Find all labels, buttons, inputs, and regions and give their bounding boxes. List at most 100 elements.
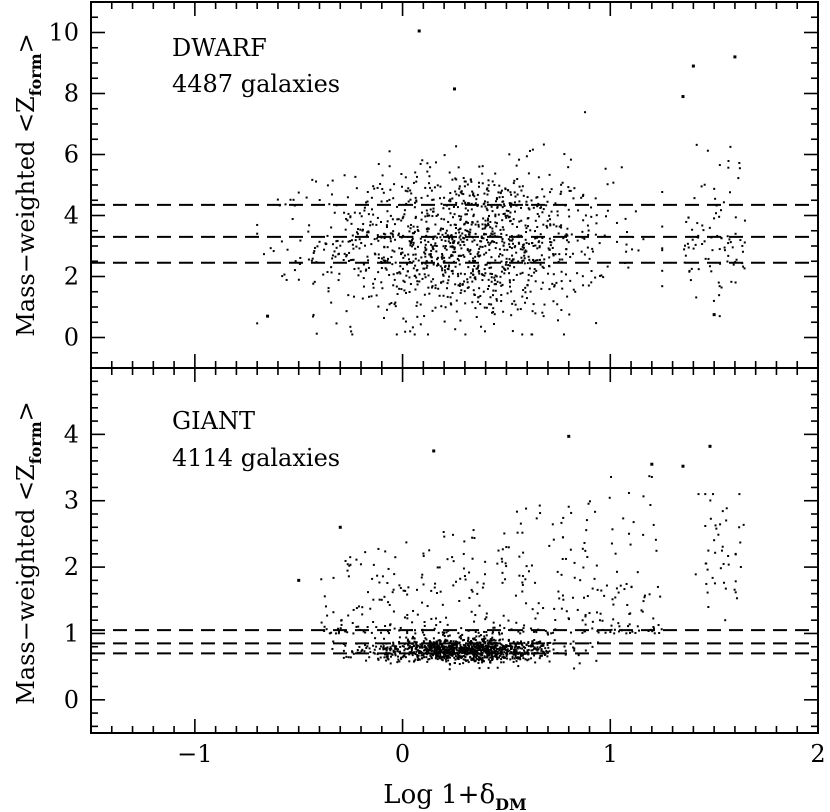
data-point bbox=[715, 527, 718, 530]
data-point bbox=[326, 234, 329, 237]
data-point bbox=[466, 249, 469, 252]
data-point bbox=[567, 505, 570, 508]
data-point bbox=[557, 232, 560, 235]
data-point bbox=[440, 305, 443, 308]
data-point bbox=[375, 237, 378, 240]
data-point bbox=[497, 549, 500, 552]
data-point bbox=[561, 558, 564, 561]
data-point bbox=[411, 326, 414, 329]
data-point bbox=[734, 232, 737, 235]
data-point bbox=[510, 260, 513, 263]
data-point bbox=[499, 624, 502, 627]
data-point bbox=[443, 635, 446, 638]
data-point bbox=[443, 260, 446, 263]
data-point bbox=[412, 652, 415, 655]
data-point bbox=[502, 200, 505, 203]
data-point bbox=[478, 635, 481, 638]
data-point bbox=[474, 307, 477, 310]
data-point bbox=[629, 543, 632, 546]
data-point bbox=[498, 648, 501, 651]
data-point bbox=[464, 655, 467, 658]
data-point bbox=[532, 303, 535, 306]
data-point bbox=[462, 254, 465, 257]
data-point bbox=[516, 225, 519, 228]
data-point bbox=[471, 301, 474, 304]
data-point bbox=[424, 186, 427, 189]
data-point bbox=[408, 230, 411, 233]
data-point bbox=[293, 269, 296, 272]
data-point bbox=[625, 632, 628, 635]
data-point bbox=[560, 573, 563, 576]
data-point bbox=[501, 656, 504, 659]
data-point bbox=[407, 253, 410, 256]
data-point bbox=[451, 216, 454, 219]
data-point bbox=[398, 287, 401, 290]
data-point bbox=[459, 577, 462, 580]
data-point bbox=[431, 309, 434, 312]
data-point bbox=[479, 647, 482, 650]
data-point bbox=[452, 251, 455, 254]
data-point bbox=[453, 239, 456, 242]
data-point bbox=[500, 189, 503, 192]
data-point bbox=[325, 628, 328, 631]
data-point bbox=[422, 649, 425, 652]
data-point bbox=[401, 656, 404, 659]
data-point bbox=[434, 645, 437, 648]
data-point bbox=[526, 651, 529, 654]
data-point bbox=[546, 642, 549, 645]
data-point bbox=[722, 201, 725, 204]
data-point bbox=[518, 645, 521, 648]
data-point bbox=[561, 594, 564, 597]
data-point bbox=[444, 651, 447, 654]
data-point bbox=[520, 219, 523, 222]
data-point bbox=[434, 284, 437, 287]
data-point bbox=[376, 574, 379, 577]
data-point bbox=[401, 185, 404, 188]
data-point bbox=[384, 653, 387, 656]
data-point bbox=[478, 272, 481, 275]
data-point bbox=[660, 628, 663, 631]
data-point bbox=[636, 571, 639, 574]
data-point bbox=[484, 245, 487, 248]
data-point bbox=[525, 297, 528, 300]
data-point bbox=[402, 215, 405, 218]
data-point bbox=[425, 638, 428, 641]
data-point bbox=[371, 577, 374, 580]
data-point bbox=[349, 656, 352, 659]
data-point bbox=[585, 519, 588, 522]
data-point bbox=[484, 272, 487, 275]
data-point bbox=[610, 624, 613, 627]
data-point bbox=[582, 284, 585, 287]
data-point bbox=[516, 531, 519, 534]
data-point bbox=[445, 248, 448, 251]
data-point bbox=[547, 646, 550, 649]
data-point bbox=[506, 248, 509, 251]
data-point bbox=[484, 641, 487, 644]
data-point bbox=[429, 254, 432, 257]
data-point bbox=[690, 267, 693, 270]
data-point bbox=[561, 181, 564, 184]
data-point bbox=[542, 266, 545, 269]
data-point bbox=[386, 653, 389, 656]
data-point bbox=[532, 206, 535, 209]
data-point bbox=[464, 650, 467, 653]
data-point bbox=[485, 306, 488, 309]
data-point bbox=[399, 650, 402, 653]
data-point bbox=[468, 250, 471, 253]
data-point bbox=[347, 212, 350, 215]
data-point bbox=[487, 650, 490, 653]
data-point bbox=[507, 638, 510, 641]
data-point bbox=[552, 273, 555, 276]
data-point bbox=[514, 594, 517, 597]
data-point bbox=[435, 244, 438, 247]
data-point bbox=[371, 208, 374, 211]
data-point bbox=[315, 332, 318, 335]
x-axis-title: Log 1+δDM bbox=[383, 780, 526, 812]
data-point bbox=[477, 648, 480, 651]
giant-y-axis-title-main: Mass−weighted <Z bbox=[12, 464, 40, 705]
data-point bbox=[421, 573, 424, 576]
data-point bbox=[327, 290, 330, 293]
data-point bbox=[583, 253, 586, 256]
data-point bbox=[448, 275, 451, 278]
data-point bbox=[524, 658, 527, 661]
